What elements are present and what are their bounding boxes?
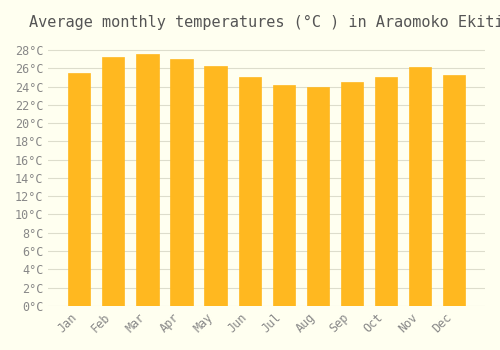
Bar [68,73,90,306]
Bar [272,85,295,306]
Bar [238,77,260,306]
Title: Average monthly temperatures (°C ) in Araomoko Ekiti: Average monthly temperatures (°C ) in Ar… [30,15,500,30]
Bar [170,59,192,306]
Bar [306,86,329,306]
Bar [443,75,465,306]
Bar [102,57,124,306]
Bar [375,77,397,306]
Bar [136,54,158,306]
Bar [341,82,363,306]
Bar [409,68,431,306]
Bar [204,66,227,306]
